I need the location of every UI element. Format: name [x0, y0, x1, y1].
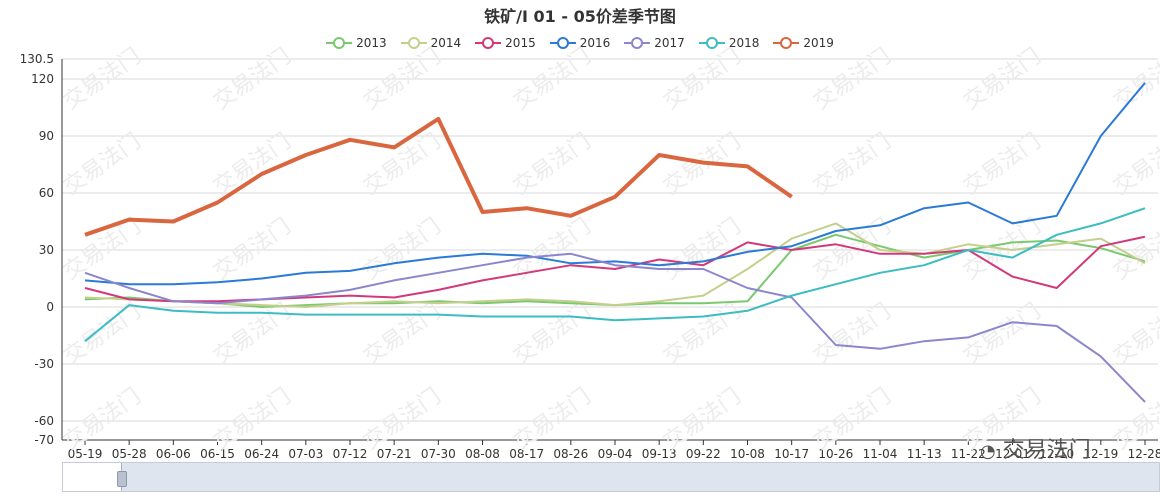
- legend-line-icon: [549, 37, 576, 49]
- legend-item-2015[interactable]: 2015: [475, 36, 536, 50]
- legend-line-icon: [475, 37, 502, 49]
- x-tick-label: 05-19: [68, 447, 103, 461]
- logo-text: 交易法门: [1002, 438, 1091, 463]
- legend: 2013 2014 2015 2016 2017 2018 2019: [0, 36, 1160, 50]
- watermark-text: 交易法门: [359, 129, 445, 200]
- x-tick-label: 08-17: [509, 447, 544, 461]
- x-tick-label: 12-28: [1128, 447, 1160, 461]
- x-tick-label: 06-06: [156, 447, 191, 461]
- series-line-2017: [84, 252, 1146, 403]
- y-tick-label: 90: [39, 129, 54, 143]
- series-line-2018: [84, 207, 1146, 342]
- watermark-text: 交易法门: [509, 129, 595, 200]
- watermark-text: 交易法门: [809, 129, 895, 200]
- x-tick-label: 11-13: [907, 447, 942, 461]
- watermark-text: 交易法门: [959, 129, 1045, 200]
- x-tick-label: 08-08: [465, 447, 500, 461]
- wechat-icon: ◔: [980, 441, 996, 462]
- watermark-text: 交易法门: [209, 214, 295, 285]
- watermark-text: 交易法门: [1109, 129, 1160, 200]
- x-tick-label: 05-28: [112, 447, 147, 461]
- legend-item-2014[interactable]: 2014: [400, 36, 462, 50]
- zoom-slider-handle[interactable]: [117, 471, 127, 487]
- y-tick-label: 30: [39, 243, 54, 257]
- x-tick-label: 07-30: [421, 447, 456, 461]
- watermark-text: 交易法门: [359, 299, 445, 370]
- watermark-text: 交易法门: [509, 299, 595, 370]
- y-tick-label: -70: [34, 433, 54, 447]
- watermark-text: 交易法门: [809, 384, 895, 455]
- watermark-text: 交易法门: [1109, 214, 1160, 285]
- y-tick-label: -30: [34, 357, 54, 371]
- x-tick-label: 12-10: [1039, 447, 1074, 461]
- axes: 130.5 120 90 60 30 0 -30 -60 -70 05-19 05-28 06-06 0…: [20, 52, 1160, 461]
- legend-line-icon: [400, 37, 427, 49]
- x-tick-label: 10-17: [774, 447, 809, 461]
- legend-item-2016[interactable]: 2016: [549, 36, 611, 50]
- legend-label: 2019: [803, 36, 834, 50]
- legend-label: 2015: [505, 36, 536, 50]
- x-tick-label: 09-13: [642, 447, 677, 461]
- x-tick-label: 06-15: [200, 447, 235, 461]
- series-line-2019: [84, 116, 793, 237]
- legend-label: 2013: [356, 36, 387, 50]
- series-line-2014: [84, 222, 1146, 308]
- x-tick-label: 07-21: [377, 447, 412, 461]
- watermark-text: 交易法门: [1109, 299, 1160, 370]
- x-tick-label: 11-04: [863, 447, 898, 461]
- legend-line-icon: [624, 37, 651, 49]
- watermark-text: 交易法门: [659, 384, 745, 455]
- legend-item-2013[interactable]: 2013: [326, 36, 387, 50]
- y-tick-label: -60: [34, 414, 54, 428]
- x-tick-label: 10-08: [730, 447, 765, 461]
- legend-item-2017[interactable]: 2017: [624, 36, 685, 50]
- watermark-text: 交易法门: [809, 299, 895, 370]
- legend-line-icon: [773, 37, 800, 49]
- watermark-text: 交易法门: [359, 384, 445, 455]
- x-tick-label: 07-12: [333, 447, 368, 461]
- zoom-slider-window[interactable]: [63, 463, 122, 491]
- y-tick-label: 0: [46, 300, 54, 314]
- x-tick-label: 11-22: [951, 447, 986, 461]
- legend-item-2018[interactable]: 2018: [698, 36, 760, 50]
- legend-line-icon: [326, 37, 353, 49]
- x-tick-label: 10-26: [818, 447, 853, 461]
- x-tick-label: 06-24: [244, 447, 279, 461]
- x-tick-label: 12-19: [1083, 447, 1118, 461]
- legend-label: 2018: [728, 36, 760, 50]
- y-tick-label: 120: [31, 72, 54, 86]
- watermark-text: 交易法门: [59, 299, 145, 370]
- watermark-text: 交易法门: [209, 384, 295, 455]
- legend-item-2019[interactable]: 2019: [773, 36, 834, 50]
- x-tick-label: 09-22: [686, 447, 721, 461]
- watermark-text: 交易法门: [1109, 384, 1160, 455]
- y-tick-label: 60: [39, 186, 54, 200]
- watermark-text: 交易法门: [209, 299, 295, 370]
- x-tick-label: 08-26: [553, 447, 588, 461]
- watermark-text: 交易法门: [959, 299, 1045, 370]
- watermark-logo: ◔ 交易法门: [980, 432, 1091, 464]
- x-tick-label: 12-01: [995, 447, 1030, 461]
- legend-label: 2016: [579, 36, 611, 50]
- x-tick-label: 07-03: [288, 447, 323, 461]
- legend-label: 2014: [430, 36, 462, 50]
- x-tick-label: 09-04: [598, 447, 633, 461]
- legend-line-icon: [698, 37, 725, 49]
- series-line-2016: [84, 82, 1146, 286]
- y-tick-label: 130.5: [20, 52, 54, 66]
- zoom-slider[interactable]: [62, 462, 1160, 492]
- watermark-text: 交易法门: [509, 384, 595, 455]
- watermark-text: 交易法门: [659, 299, 745, 370]
- watermark-text: 交易法门: [59, 214, 145, 285]
- series-layer: [84, 82, 1146, 403]
- watermark-text: 交易法门: [59, 129, 145, 200]
- watermark-text: 交易法门: [59, 384, 145, 455]
- chart-title: 铁矿/I 01 - 05价差季节图: [484, 7, 676, 26]
- legend-label: 2017: [654, 36, 685, 50]
